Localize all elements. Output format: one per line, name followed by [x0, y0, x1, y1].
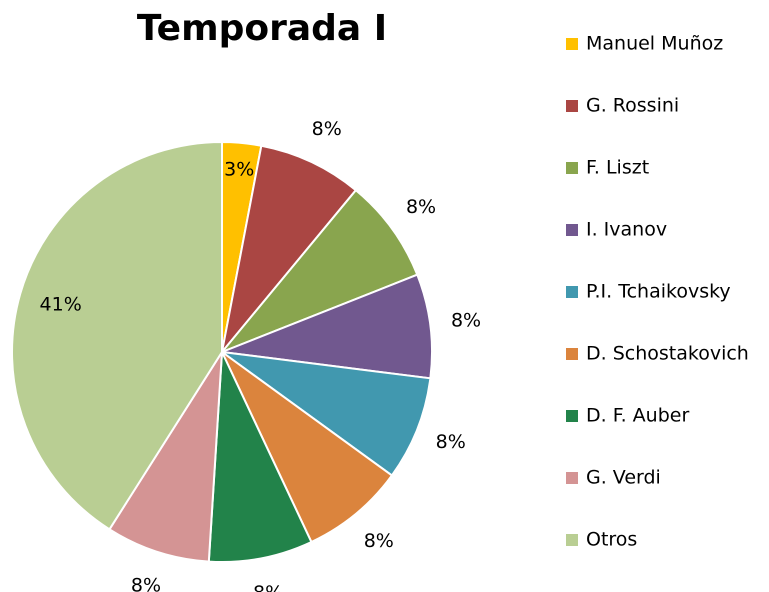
legend-label: G. Verdi	[586, 467, 661, 489]
legend-swatch	[566, 38, 578, 50]
pie-slice	[221, 351, 432, 477]
data-label: 8%	[451, 310, 481, 332]
pie-slice	[221, 351, 394, 544]
data-label: 8%	[312, 118, 342, 140]
data-label: 3%	[224, 159, 254, 181]
data-label: 8%	[364, 530, 394, 552]
legend-swatch	[566, 534, 578, 546]
legend-label: Otros	[586, 529, 637, 551]
data-label: 8%	[436, 431, 466, 453]
legend-swatch	[566, 472, 578, 484]
data-label: 8%	[253, 582, 283, 592]
legend-label: F. Liszt	[586, 157, 649, 179]
legend-label: G. Rossini	[586, 95, 679, 117]
legend-swatch	[566, 162, 578, 174]
legend-swatch	[566, 224, 578, 236]
data-label: 8%	[406, 196, 436, 218]
legend-label: Manuel Muñoz	[586, 33, 723, 55]
legend-label: D. F. Auber	[586, 405, 689, 427]
data-label: 8%	[131, 574, 161, 592]
legend-label: D. Schostakovich	[586, 343, 749, 365]
legend-label: I. Ivanov	[586, 219, 667, 241]
pie-slice	[221, 144, 358, 353]
legend-swatch	[566, 100, 578, 112]
data-label: 41%	[40, 294, 82, 316]
pie-slice	[221, 273, 433, 380]
pie-slice	[207, 351, 313, 563]
legend-swatch	[566, 286, 578, 298]
pie-slice	[221, 188, 419, 353]
legend-label: P.I. Tchaikovsky	[586, 281, 731, 303]
legend-swatch	[566, 348, 578, 360]
chart-title: Temporada I	[137, 8, 387, 49]
legend-swatch	[566, 410, 578, 422]
pie-slice	[11, 140, 223, 531]
pie-slice	[108, 351, 223, 563]
